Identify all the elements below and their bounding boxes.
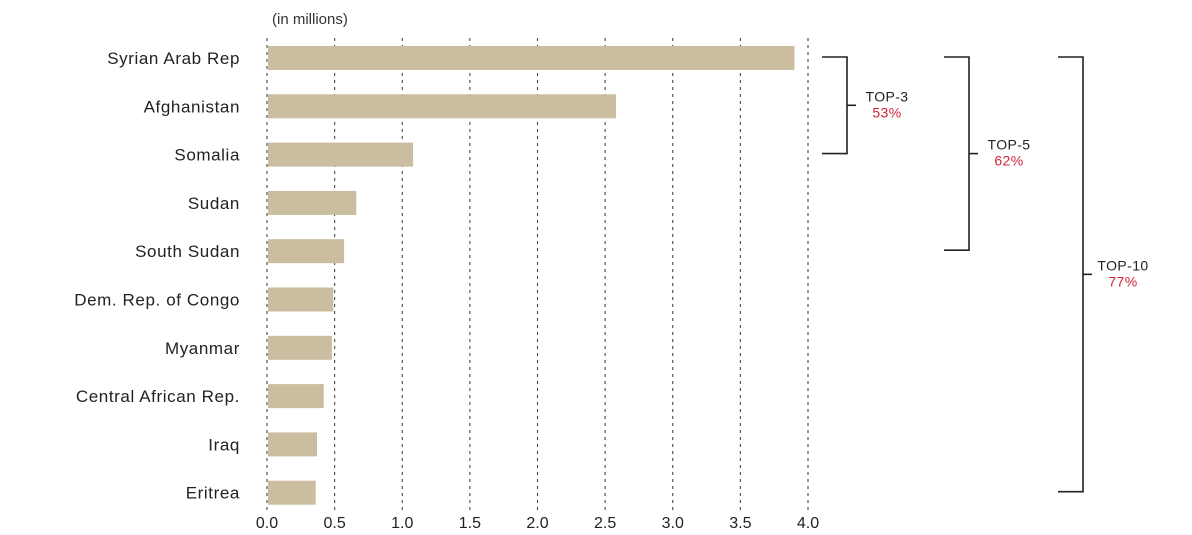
bar xyxy=(268,432,318,457)
category-label: Central African Rep. xyxy=(76,387,240,406)
category-label: South Sudan xyxy=(135,242,240,261)
group-percent: 62% xyxy=(994,153,1023,169)
category-label: Myanmar xyxy=(165,339,240,358)
x-tick-label: 1.0 xyxy=(391,515,413,532)
category-label: Somalia xyxy=(174,146,240,165)
group-label: TOP-3 xyxy=(866,88,909,104)
bar xyxy=(268,142,414,167)
bar xyxy=(268,480,316,505)
bracket-line xyxy=(944,56,970,251)
category-label: Dem. Rep. of Congo xyxy=(74,291,240,310)
category-labels: Syrian Arab Rep Afghanistan Somalia Sudan So… xyxy=(74,49,240,503)
bar xyxy=(268,287,334,312)
group-label: TOP-10 xyxy=(1097,257,1148,273)
group-bracket: TOP-353% xyxy=(822,56,909,155)
bar xyxy=(268,335,332,360)
group-label: TOP-5 xyxy=(988,137,1031,153)
x-tick-label: 3.5 xyxy=(729,515,751,532)
x-tick-label: 0.0 xyxy=(256,515,278,532)
category-label: Sudan xyxy=(188,194,240,213)
group-bracket: TOP-562% xyxy=(944,56,1031,251)
x-tick-label: 0.5 xyxy=(324,515,346,532)
group-percent: 53% xyxy=(872,104,901,120)
x-tick-label: 2.0 xyxy=(526,515,548,532)
bracket-line xyxy=(822,56,848,155)
bar xyxy=(268,190,357,215)
bars xyxy=(268,46,795,505)
bar xyxy=(268,384,324,409)
bar xyxy=(268,239,345,264)
x-tick-label: 3.0 xyxy=(662,515,684,532)
x-tick-label: 2.5 xyxy=(594,515,616,532)
category-label: Syrian Arab Rep xyxy=(107,49,240,68)
bracket-line xyxy=(1058,56,1084,493)
x-tick-labels: 0.0 0.5 1.0 1.5 2.0 2.5 3.0 3.5 4.0 xyxy=(256,515,819,532)
category-label: Iraq xyxy=(208,435,240,454)
x-tick-label: 1.5 xyxy=(459,515,481,532)
bar xyxy=(268,94,616,119)
category-label: Afghanistan xyxy=(144,97,240,116)
group-percent: 77% xyxy=(1108,273,1137,289)
bar xyxy=(268,46,795,70)
category-label: Eritrea xyxy=(186,484,240,503)
unit-label: (in millions) xyxy=(272,11,348,28)
x-tick-label: 4.0 xyxy=(797,515,819,532)
